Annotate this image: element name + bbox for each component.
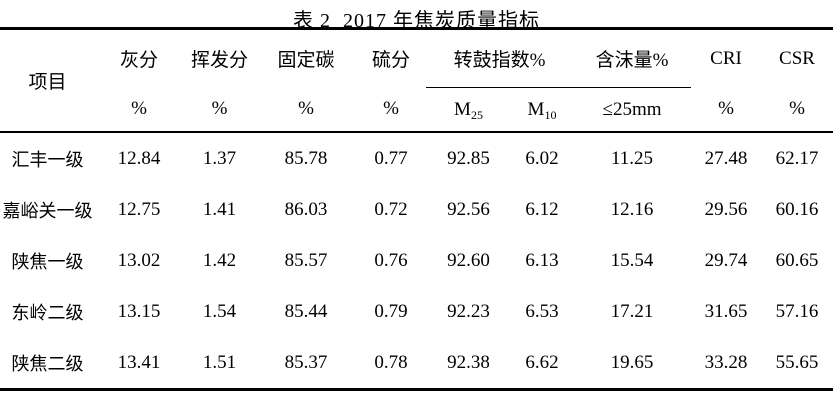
data-cell-fixed-carbon: 85.57 (284, 249, 328, 271)
data-cell-le-25mm: 19.65 (610, 351, 654, 373)
row-label: 汇丰一级 (11, 149, 84, 170)
col-header-volatile: 挥发分 (190, 50, 248, 72)
row-label: 陕焦一级 (11, 251, 84, 272)
data-cell-m10: 6.13 (525, 249, 559, 271)
subcol-le-25mm: ≤25mm (573, 87, 692, 133)
col-group-foam-content: 含沫量% (573, 28, 692, 88)
col-header-item: 项目 (0, 28, 95, 133)
m25-base: M (454, 98, 471, 120)
data-cell-ash: 12.84 (117, 147, 161, 169)
unit-sulfur: % (356, 87, 426, 133)
table-caption: 表 2 2017 年焦炭质量指标 (293, 10, 540, 32)
unit-volatile: % (183, 87, 256, 133)
subcol-m25: M25 (426, 87, 511, 133)
data-cell-csr: 60.65 (775, 249, 819, 271)
table-row: 陕焦一级 13.02 1.42 85.57 0.76 92.60 6.13 15… (0, 235, 833, 286)
data-cell-sulfur: 0.78 (374, 351, 408, 373)
m10-base: M (527, 98, 545, 120)
m25-subscript: 25 (470, 107, 483, 122)
data-cell-m25: 92.38 (447, 351, 490, 373)
unit-fixed-carbon: % (256, 87, 356, 133)
col-header-sulfur: 硫分 (371, 50, 410, 72)
data-cell-fixed-carbon: 85.37 (284, 351, 328, 373)
col-header-ash: 灰分 (119, 50, 158, 72)
data-cell-volatile: 1.54 (202, 300, 237, 322)
table-row: 陕焦二级 13.41 1.51 85.37 0.78 92.38 6.62 19… (0, 337, 833, 390)
header-row-1: 项目 灰分 挥发分 固定碳 硫分 转鼓指数% 含沫量% CRI CSR (0, 28, 833, 133)
subcol-m10: M10 (511, 87, 574, 133)
data-cell-ash: 13.41 (117, 351, 161, 373)
data-cell-le-25mm: 11.25 (610, 147, 654, 169)
data-cell-sulfur: 0.77 (374, 147, 408, 169)
col-group-drum-index: 转鼓指数% (426, 28, 574, 88)
data-cell-m10: 6.02 (525, 147, 559, 169)
data-cell-csr: 57.16 (775, 300, 819, 322)
unit-cri: % (691, 87, 762, 133)
data-cell-m10: 6.62 (525, 351, 559, 373)
data-cell-m25: 92.60 (447, 249, 490, 271)
table-row: 嘉峪关一级 12.75 1.41 86.03 0.72 92.56 6.12 1… (0, 184, 833, 235)
table-row: 汇丰一级 12.84 1.37 85.78 0.77 92.85 6.02 11… (0, 132, 833, 184)
data-cell-fixed-carbon: 85.44 (284, 300, 328, 322)
data-cell-le-25mm: 12.16 (610, 198, 654, 220)
m10-subscript: 10 (544, 107, 557, 122)
data-cell-volatile: 1.37 (202, 147, 237, 169)
data-cell-m10: 6.53 (525, 300, 559, 322)
data-cell-fixed-carbon: 86.03 (284, 198, 328, 220)
data-cell-cri: 29.74 (704, 249, 748, 271)
col-header-csr: CSR (779, 47, 815, 69)
data-cell-m10: 6.12 (525, 198, 559, 220)
data-cell-volatile: 1.51 (202, 351, 237, 373)
data-cell-ash: 13.02 (117, 249, 161, 271)
header-row-2: % % % % M25 M10 ≤25mm % % (0, 87, 833, 133)
data-cell-cri: 29.56 (704, 198, 748, 220)
table-row: 东岭二级 13.15 1.54 85.44 0.79 92.23 6.53 17… (0, 286, 833, 337)
col-header-cri: CRI (710, 47, 742, 69)
data-cell-csr: 55.65 (775, 351, 819, 373)
data-cell-sulfur: 0.72 (374, 198, 408, 220)
data-cell-m25: 92.23 (447, 300, 490, 322)
row-label: 嘉峪关一级 (2, 200, 93, 221)
data-cell-csr: 60.16 (775, 198, 819, 220)
data-cell-sulfur: 0.79 (374, 300, 408, 322)
data-cell-fixed-carbon: 85.78 (284, 147, 328, 169)
data-cell-m25: 92.85 (447, 147, 490, 169)
data-cell-volatile: 1.42 (202, 249, 237, 271)
data-cell-le-25mm: 17.21 (610, 300, 654, 322)
data-cell-le-25mm: 15.54 (610, 249, 654, 271)
data-cell-sulfur: 0.76 (374, 249, 408, 271)
row-label: 东岭二级 (11, 302, 84, 323)
col-header-fixed-carbon: 固定碳 (277, 50, 335, 72)
data-cell-m25: 92.56 (447, 198, 490, 220)
data-cell-cri: 31.65 (704, 300, 748, 322)
data-cell-ash: 12.75 (117, 198, 161, 220)
unit-csr: % (761, 87, 833, 133)
unit-ash: % (95, 87, 183, 133)
data-cell-cri: 27.48 (704, 147, 748, 169)
data-cell-cri: 33.28 (704, 351, 748, 373)
data-cell-volatile: 1.41 (202, 198, 237, 220)
coke-quality-table: 项目 灰分 挥发分 固定碳 硫分 转鼓指数% 含沫量% CRI CSR % % … (0, 27, 833, 391)
data-cell-ash: 13.15 (117, 300, 161, 322)
data-cell-csr: 62.17 (775, 147, 819, 169)
row-label: 陕焦二级 (11, 353, 84, 374)
